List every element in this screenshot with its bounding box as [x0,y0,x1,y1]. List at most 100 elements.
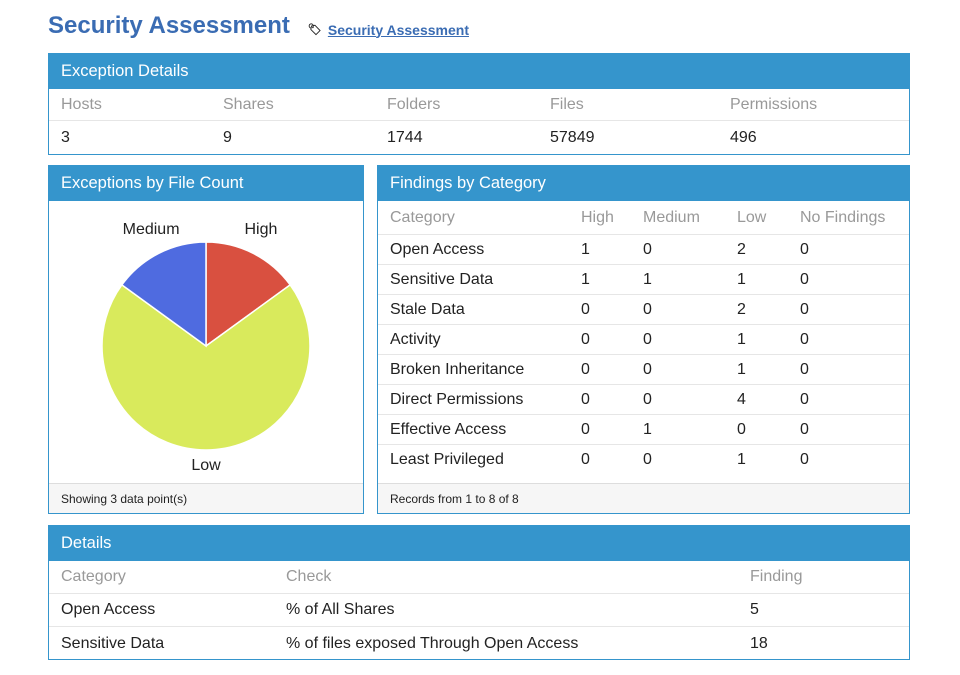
cell: 0 [800,270,809,288]
tag-icon: 🏷︎ [307,24,322,36]
cell: 0 [643,300,652,318]
cell: 0 [643,240,652,258]
column-header: Files [550,95,584,113]
pie-label: High [244,221,277,238]
column-header: Finding [750,568,803,585]
cell: 0 [800,240,809,258]
column-header: Hosts [61,95,102,113]
pie-label: Medium [123,221,180,238]
pie-label: Low [191,457,221,474]
page-header: Security Assessment 🏷︎ Security Assessme… [48,12,469,40]
cell: Sensitive Data [61,634,165,652]
pie-chart: High Low Medium [101,221,311,474]
cell: 1 [737,451,746,468]
cell: 0 [643,360,652,378]
column-header: Check [286,568,332,585]
cell: 1 [643,420,652,438]
cell: % of All Shares [286,601,395,618]
cell: 1 [737,360,746,378]
cell: 2 [737,240,746,258]
table-row: Effective Access 0 1 0 0 [378,415,909,445]
cell: 496 [730,128,757,146]
table-row: Sensitive Data % of files exposed Through… [49,627,909,660]
cell: 0 [643,451,652,468]
findings-panel: Findings by Category Category High Medium L… [377,165,910,514]
table-row: Open Access 1 0 2 0 [378,235,909,265]
cell: 2 [737,300,746,318]
cell: Effective Access [390,420,507,438]
cell: 0 [800,390,809,408]
cell: 0 [643,390,652,408]
pie-slice-high[interactable] [205,241,292,348]
breadcrumb: 🏷︎ Security Assessment [308,22,469,38]
cell: Broken Inheritance [390,360,525,378]
cell: % of files exposed Through Open Access [286,634,579,652]
findings-footer: Records from 1 to 8 of 8 [378,483,909,513]
cell: 0 [581,300,590,318]
cell: 57849 [550,128,595,146]
cell: Activity [390,330,441,348]
column-header: Medium [643,208,700,226]
cell: 0 [800,330,809,348]
cell: 1 [643,270,652,288]
cell: 5 [750,601,759,618]
cell: 0 [737,420,746,438]
table-row: 3 9 1744 57849 496 [49,121,909,154]
table-header: Hosts Shares Folders Files Permissions [49,89,909,121]
panel-title: Findings by Category [378,166,909,201]
cell: 0 [800,420,809,438]
column-header: Category [390,208,455,226]
cell: 0 [581,451,590,468]
cell: 1 [581,270,590,288]
column-header: High [581,208,614,226]
table-row: Direct Permissions 0 0 4 0 [378,385,909,415]
cell: Open Access [61,601,156,618]
panel-title: Details [49,526,909,561]
cell: 18 [750,634,768,652]
cell: Stale Data [390,300,465,318]
pie-panel: Exceptions by File Count High Low Medium S… [48,165,364,514]
cell: Direct Permissions [390,390,524,408]
table-row: Stale Data 0 0 2 0 [378,295,909,325]
table-row: Activity 0 0 1 0 [378,325,909,355]
cell: 1 [581,240,590,258]
column-header: Category [61,568,126,585]
table-row: Broken Inheritance 0 0 1 0 [378,355,909,385]
cell: 3 [61,128,70,146]
exception-details-panel: Exception Details Hosts Shares Folders F… [48,53,910,155]
cell: 1 [737,330,746,348]
details-panel: Details Category Check Finding Open Access%… [48,525,910,660]
cell: Open Access [390,240,485,258]
cell: 0 [581,360,590,378]
cell: 0 [581,420,590,438]
cell: 0 [581,330,590,348]
panel-title: Exception Details [49,54,909,89]
column-header: Low [737,208,767,226]
cell: 4 [737,390,746,408]
pie-slice-medium[interactable] [120,241,207,348]
column-header: No Findings [800,208,886,226]
column-header: Permissions [730,95,818,113]
table-header: Category High Medium Low No Findings [378,201,909,235]
table-row: Sensitive Data 1 1 1 0 [378,265,909,295]
column-header: Shares [223,95,274,113]
cell: 0 [800,300,809,318]
page-title: Security Assessment [48,12,290,39]
pie-footer: Showing 3 data point(s) [49,483,363,513]
cell: 0 [581,390,590,408]
cell: 0 [800,360,809,378]
cell: 1 [737,270,746,288]
cell: 1744 [387,128,423,146]
panel-title: Exceptions by File Count [49,166,363,201]
table-header: Category Check Finding [49,561,909,594]
cell: 0 [800,451,809,468]
table-row: Least Privileged 0 0 1 0 [378,445,909,475]
pie-slice-low[interactable] [101,283,311,451]
cell: 0 [643,330,652,348]
table-row: Open Access % of All Shares 5 [49,594,909,627]
cell: Least Privileged [390,451,504,468]
cell: 9 [223,128,232,146]
cell: Sensitive Data [390,270,494,288]
breadcrumb-link[interactable]: Security Assessment [327,21,469,38]
column-header: Folders [387,95,441,113]
